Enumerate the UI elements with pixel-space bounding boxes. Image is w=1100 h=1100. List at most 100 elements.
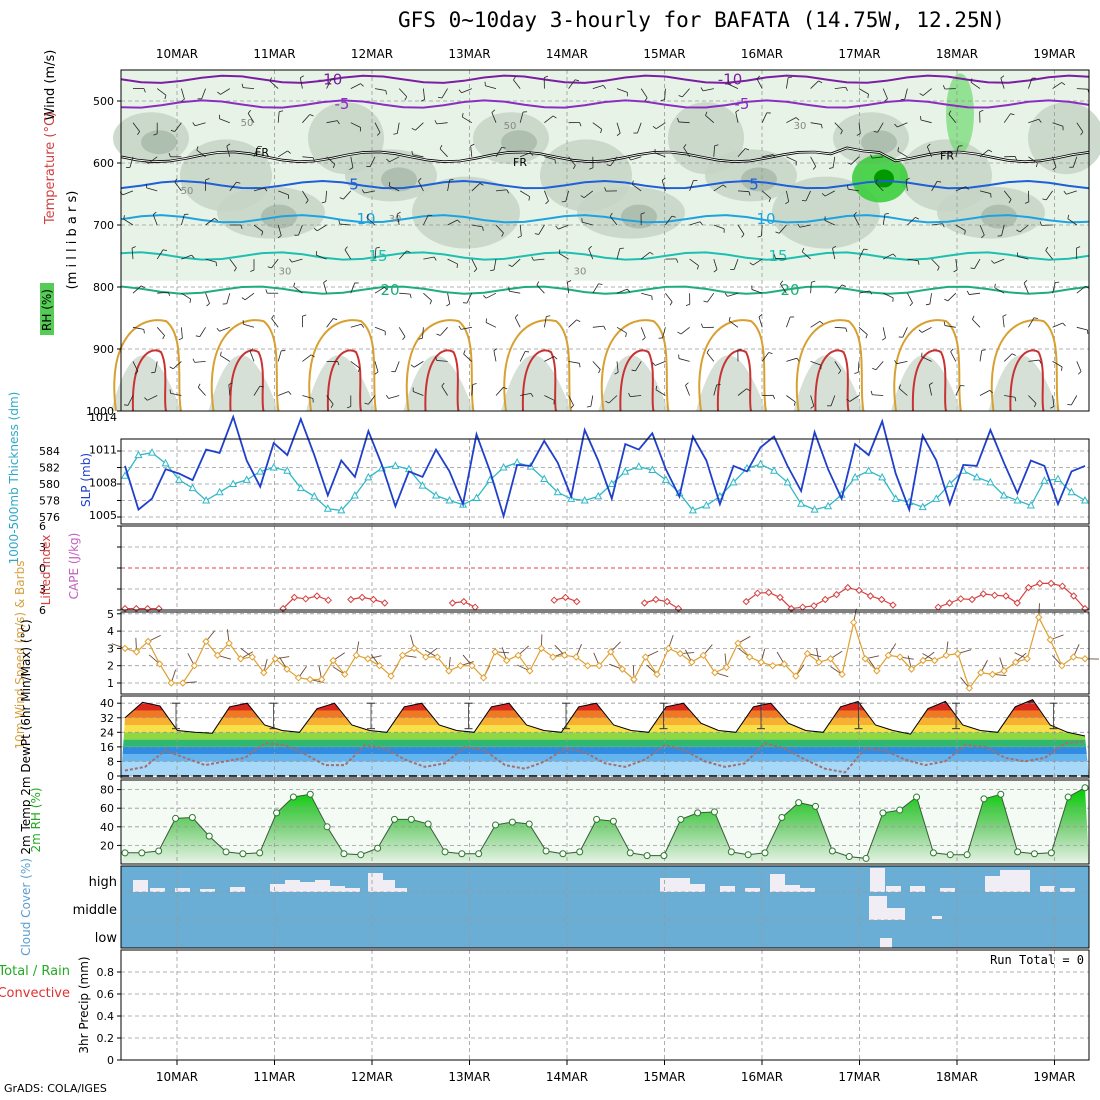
wind-barb: [326, 395, 334, 405]
thickness-point: [188, 483, 197, 492]
rh-point: [222, 848, 230, 856]
wind-barb: [495, 224, 504, 234]
wind-barb: [953, 269, 958, 273]
wind-barb: [1017, 256, 1029, 260]
wind-barb: [919, 93, 924, 96]
wind-barb: [955, 186, 967, 192]
wind-barb: [447, 179, 450, 191]
wind-barb: [846, 398, 851, 402]
li-tick-label: 6: [39, 604, 46, 617]
wind-barb: [436, 360, 448, 362]
wind-barb: [974, 258, 981, 269]
wind-barb: [411, 150, 413, 155]
wind-barb: [616, 288, 628, 294]
rh-point: [677, 815, 685, 823]
wind-barb: [714, 144, 719, 147]
wind-barb: [374, 371, 379, 375]
wind-barb: [333, 318, 338, 321]
wind-barb: [312, 157, 315, 162]
wind-barb: [728, 320, 739, 328]
bottom-date-label: 10MAR: [156, 1070, 198, 1084]
top-date-label: 12MAR: [351, 47, 393, 61]
wind-barb: [384, 287, 388, 291]
lifted-index-point: [313, 592, 321, 600]
wind-barb: [228, 384, 231, 396]
rh-legend-swatch: [40, 283, 54, 335]
wind-barb: [137, 131, 140, 136]
wind-barb: [898, 384, 901, 389]
wind-speed-point: [838, 670, 846, 679]
wind-barb: [1003, 113, 1011, 123]
lifted-index-point: [934, 603, 942, 611]
cloud-axis-label: Cloud Cover (%): [19, 858, 33, 956]
wind-barb: [434, 120, 438, 125]
rh2m-axis-label: 2m RH (%): [29, 787, 43, 852]
wind-barb: [146, 187, 158, 192]
wind-barb: [685, 385, 690, 396]
wind-barb: [509, 290, 521, 294]
wind-barb: [775, 257, 787, 260]
thickness-point: [607, 479, 616, 487]
thickness-point: [229, 479, 238, 487]
wind-barb: [897, 150, 908, 158]
rh-shade-blob: [861, 130, 897, 155]
thickness-point: [256, 467, 265, 475]
wind-barb: [873, 131, 878, 133]
wind-barb: [289, 258, 293, 263]
wind-barb: [840, 130, 843, 135]
high-cloud-bar: [392, 888, 407, 892]
rh-shade-blob: [501, 130, 537, 155]
wind-barb: [971, 315, 975, 320]
wind-barb: [536, 281, 540, 286]
wind-barb: [460, 326, 472, 330]
wind-barb: [147, 395, 158, 401]
top-date-label: 16MAR: [741, 47, 783, 61]
wind-barb: [243, 323, 255, 328]
wind-speed-point: [745, 653, 754, 661]
wind-barb: [229, 181, 237, 192]
wind-barb: [132, 326, 144, 330]
boundary-layer-shade: [306, 355, 376, 411]
rh-point: [188, 814, 196, 821]
lifted-index-point: [866, 592, 875, 600]
high-cloud-bar: [1040, 886, 1055, 892]
boundary-layer-shade: [696, 355, 766, 411]
warm-contour: [600, 319, 670, 412]
precip-convective-label: Convective: [0, 986, 70, 1001]
wind-barb: [875, 361, 884, 370]
wind-barb: [350, 83, 361, 89]
wind-barb: [174, 181, 182, 192]
wind-barb: [955, 146, 959, 157]
wind-barb: [1066, 190, 1077, 195]
wind-tick-label: 2: [107, 660, 114, 673]
wind-barb: [482, 226, 484, 231]
wind-barb: [493, 350, 497, 362]
wind-barb: [630, 156, 642, 161]
wind-barb: [178, 337, 183, 341]
wind-barb: [875, 179, 878, 184]
wind-barb: [1085, 285, 1089, 289]
wind-barb: [812, 166, 817, 170]
wind-barb: [832, 156, 836, 168]
wind-barb: [925, 303, 930, 306]
lifted-index-point: [776, 593, 784, 602]
wind-barb: [810, 395, 815, 407]
wind-speed-point: [317, 675, 326, 684]
wind-barb: [1014, 397, 1017, 402]
wind-barb: [665, 292, 673, 303]
bottom-date-label: 13MAR: [448, 1070, 490, 1084]
wind-speed-point: [815, 658, 823, 666]
wind-barb: [325, 190, 327, 202]
wind-barb: [678, 358, 690, 362]
wind-barb: [479, 183, 484, 186]
rh-label: 30: [574, 267, 587, 278]
wind-speed-point: [329, 656, 337, 665]
high-cloud-bar: [770, 874, 785, 892]
wind-barb: [174, 178, 178, 183]
wind-barb: [762, 154, 774, 158]
wind-speed-point: [364, 655, 372, 663]
wind-barb: [156, 88, 167, 96]
thickness-tick-label: 576: [39, 511, 60, 524]
wind-barb: [805, 190, 811, 202]
wind-barb: [1076, 122, 1084, 133]
